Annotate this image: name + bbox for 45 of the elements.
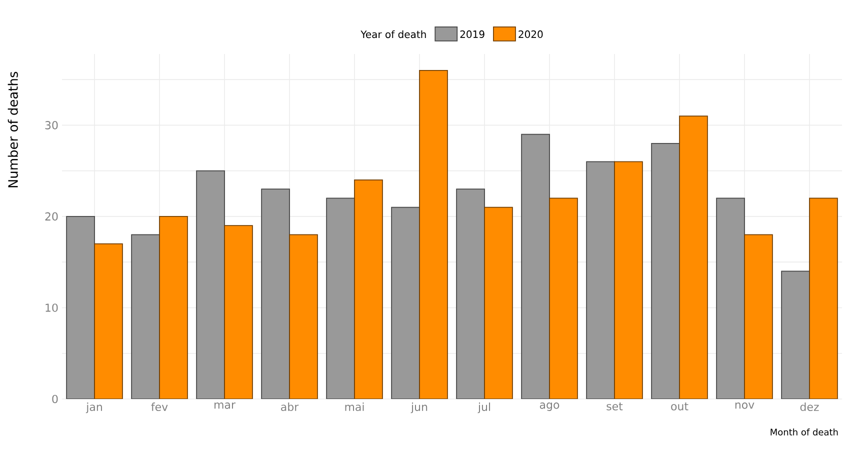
bar [131,234,160,399]
bar [224,225,253,399]
x-tick-label: mai [345,402,364,412]
x-tick-label: jun [410,402,428,414]
bar [66,216,95,399]
legend-label: 2019 [460,30,484,38]
y-tick-label: 20 [45,212,58,221]
x-tick-label: out [671,402,688,410]
bar [521,134,550,399]
x-tick-label: mar [214,402,236,409]
bar [159,216,188,399]
bar [614,161,643,399]
bar [289,234,318,399]
x-tick-label: abr [281,402,299,412]
bar [651,142,680,399]
x-tick-label: fev [151,402,168,412]
bar [781,270,810,399]
legend-label: 2020 [518,30,543,38]
bar [716,198,745,399]
x-tick-label: nov [735,402,754,409]
x-tick-label: ago [540,402,560,411]
bar [391,206,420,399]
x-axis-title: Month of death [770,428,838,436]
bar [326,198,355,399]
bar [744,234,773,399]
y-tick-label: 30 [45,121,58,130]
y-tick-label: 0 [52,394,58,404]
legend-title: Year of death [360,30,426,38]
x-tick-label: set [606,402,623,410]
bar [679,116,708,399]
bar [456,188,485,399]
bar [94,243,123,399]
x-tick-label: jul [478,402,490,414]
x-tick-label: jan [86,402,102,414]
bar [261,188,290,399]
bar [809,198,838,399]
bar [354,179,383,399]
x-tick-label: dez [800,402,819,412]
bar [196,170,225,399]
bar [586,161,615,399]
bar [419,70,448,399]
y-tick-label: 10 [46,304,58,312]
bar [484,206,513,399]
bar [549,198,578,399]
y-axis-title: Number of deaths [8,72,18,188]
